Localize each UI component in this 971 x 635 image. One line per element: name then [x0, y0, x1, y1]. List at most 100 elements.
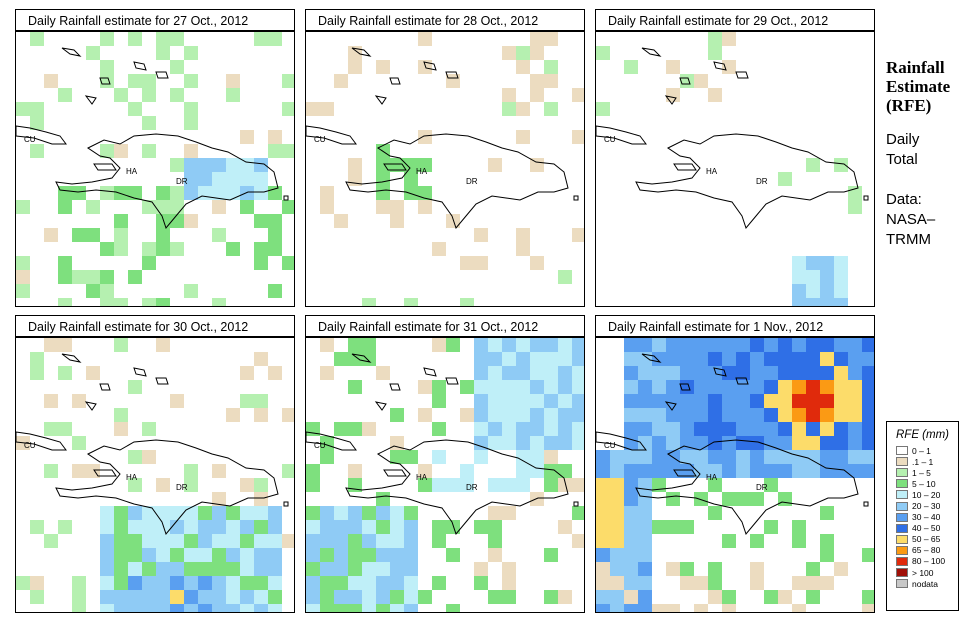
rainfall-cell [834, 298, 848, 306]
rainfall-cell [320, 534, 334, 548]
rainfall-cell [268, 144, 282, 158]
rainfall-cell [820, 506, 834, 520]
rainfall-cell [86, 366, 100, 380]
rainfall-cell [708, 352, 722, 366]
legend-label: > 100 [912, 567, 934, 578]
rainfall-cell [404, 158, 418, 172]
label-haiti: HA [706, 473, 718, 482]
rainfall-cell [44, 74, 58, 88]
rainfall-cell [58, 366, 72, 380]
rainfall-cell [488, 394, 502, 408]
rainfall-map: CU HA DR [595, 31, 875, 307]
rainfall-cell [778, 450, 792, 464]
rainfall-cell [558, 270, 572, 284]
rainfall-cell [142, 200, 156, 214]
rainfall-cell [516, 408, 530, 422]
rainfall-cell [572, 380, 584, 394]
rainfall-cell [156, 46, 170, 60]
rainfall-cell [100, 144, 114, 158]
rainfall-cell [848, 450, 862, 464]
rainfall-cell [268, 534, 282, 548]
rainfall-cell [806, 366, 820, 380]
rainfall-cell [212, 604, 226, 612]
rainfall-cell [750, 380, 764, 394]
rainfall-cell [708, 380, 722, 394]
rainfall-cell [596, 492, 610, 506]
rainfall-cell [240, 172, 254, 186]
rainfall-cell [348, 548, 362, 562]
rainfall-cell [432, 338, 446, 352]
island-outline [664, 401, 677, 411]
rainfall-cell [638, 576, 652, 590]
rainfall-cell [862, 422, 874, 436]
rainfall-cell [722, 492, 736, 506]
rainfall-cell [516, 60, 530, 74]
rainfall-cell [86, 270, 100, 284]
rainfall-cell [680, 394, 694, 408]
rainfall-cell [516, 352, 530, 366]
rainfall-cell [240, 590, 254, 604]
rainfall-cell [446, 74, 460, 88]
rainfall-cell [680, 576, 694, 590]
rainfall-cell [72, 590, 86, 604]
rainfall-cell [334, 422, 348, 436]
rainfall-cell [170, 520, 184, 534]
rainfall-cell [240, 506, 254, 520]
rainfall-cell [530, 464, 544, 478]
rainfall-cell [320, 590, 334, 604]
rainfall-cell [376, 590, 390, 604]
rainfall-cell [558, 408, 572, 422]
rainfall-cell [694, 74, 708, 88]
rainfall-cell [680, 352, 694, 366]
rainfall-cell [750, 436, 764, 450]
rainfall-cell [624, 422, 638, 436]
rainfall-cell [212, 492, 226, 506]
rainfall-cell [198, 548, 212, 562]
rainfall-cell [184, 46, 198, 60]
rainfall-cell [596, 506, 610, 520]
island-outline [93, 163, 117, 171]
rainfall-cell [390, 576, 404, 590]
rainfall-cell [114, 534, 128, 548]
rainfall-cell [240, 478, 254, 492]
rainfall-cell [596, 450, 610, 464]
island-outline [374, 401, 387, 411]
rainfall-cell [404, 506, 418, 520]
rainfall-cell [226, 562, 240, 576]
rainfall-cell [198, 534, 212, 548]
rainfall-cell [58, 270, 72, 284]
rainfall-cell [750, 576, 764, 590]
rainfall-cell [708, 32, 722, 46]
rainfall-cell [624, 394, 638, 408]
rainfall-cell [666, 422, 680, 436]
legend-label: .1 – 1 [912, 456, 934, 467]
rainfall-cell [502, 380, 516, 394]
rainfall-cell [750, 450, 764, 464]
rainfall-cell [362, 520, 376, 534]
rainfall-cell [432, 534, 446, 548]
side-title: Rainfall Estimate (RFE) [886, 58, 966, 115]
rainfall-cell [708, 562, 722, 576]
rainfall-cell [418, 590, 432, 604]
rainfall-cell [404, 562, 418, 576]
rainfall-cell [128, 102, 142, 116]
rainfall-cell [348, 604, 362, 612]
island-outline [735, 377, 749, 385]
rainfall-cell [764, 422, 778, 436]
rainfall-cell [488, 548, 502, 562]
island-outline [673, 469, 697, 477]
rainfall-cell [652, 352, 666, 366]
rainfall-cell [100, 576, 114, 590]
label-cuba: CU [604, 135, 616, 144]
rainfall-cell [558, 394, 572, 408]
rainfall-cell [474, 576, 488, 590]
rainfall-cell [502, 102, 516, 116]
rainfall-cell [834, 562, 848, 576]
rainfall-cell [610, 520, 624, 534]
rainfall-cell [806, 270, 820, 284]
rainfall-cell [268, 242, 282, 256]
rainfall-cell [226, 158, 240, 172]
legend-label: 40 – 50 [912, 523, 941, 534]
rainfall-cell [240, 548, 254, 562]
